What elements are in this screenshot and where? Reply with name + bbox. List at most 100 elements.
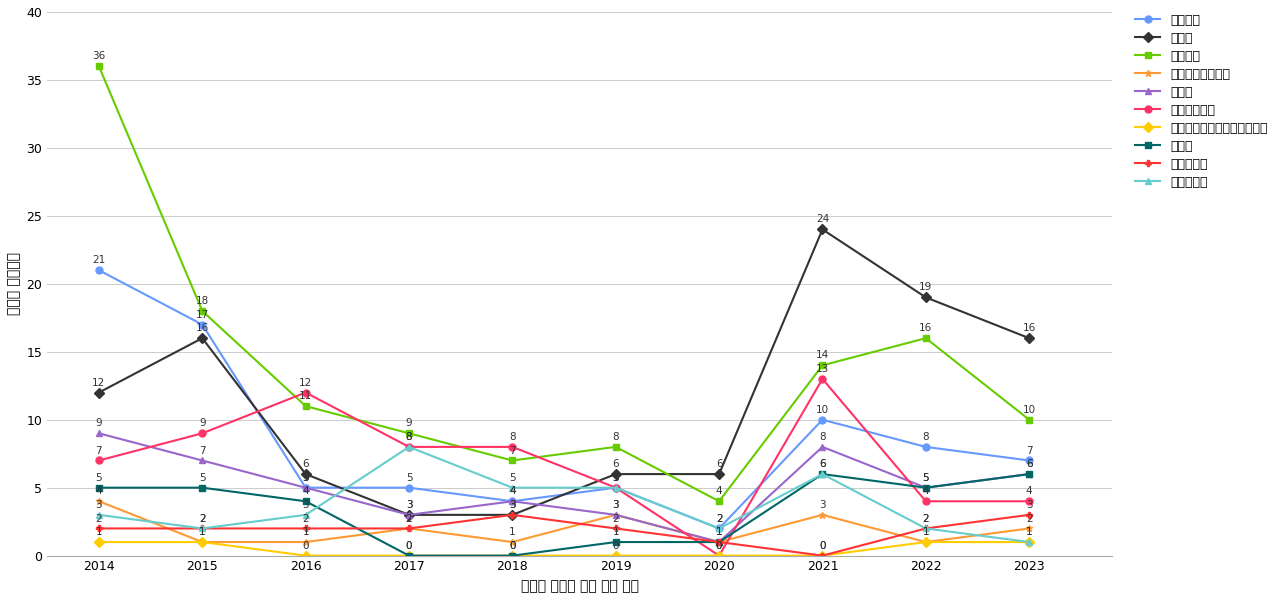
Text: 1: 1 — [716, 527, 722, 537]
Text: 17: 17 — [196, 310, 209, 320]
Text: 3: 3 — [819, 500, 826, 510]
테크윙 — [195, 335, 210, 342]
Text: 1: 1 — [923, 527, 929, 537]
Text: 12: 12 — [92, 377, 105, 388]
제이티 — [712, 538, 727, 545]
도쿄엘렉트론가부시키가이사 — [712, 552, 727, 559]
세메스 — [402, 511, 417, 518]
Text: 14: 14 — [815, 350, 829, 361]
Text: 6: 6 — [612, 459, 620, 469]
Text: 3: 3 — [612, 500, 620, 510]
Text: 1: 1 — [1025, 527, 1033, 537]
Text: 4: 4 — [509, 487, 516, 496]
아도반테스토 — [918, 497, 933, 505]
아도반테스토 — [712, 552, 727, 559]
Text: 0: 0 — [406, 541, 412, 551]
Text: 7: 7 — [198, 446, 206, 455]
세메스 — [91, 430, 106, 437]
에스케이하이닉스 — [608, 511, 623, 518]
Text: 16: 16 — [1023, 323, 1036, 333]
오킨스전자 — [608, 484, 623, 491]
Text: 7: 7 — [96, 446, 102, 455]
Text: 4: 4 — [923, 487, 929, 496]
Text: 3: 3 — [96, 500, 102, 510]
Text: 6: 6 — [1025, 459, 1033, 469]
Text: 3: 3 — [406, 500, 412, 510]
Text: 0: 0 — [406, 541, 412, 551]
제이티 — [815, 470, 831, 478]
Text: 3: 3 — [406, 500, 412, 510]
Text: 5: 5 — [923, 473, 929, 483]
아도반테스토 — [402, 443, 417, 451]
미래산업 — [298, 403, 314, 410]
Text: 11: 11 — [300, 391, 312, 401]
오킨스전자 — [91, 511, 106, 518]
Text: 0: 0 — [302, 541, 308, 551]
Text: 0: 0 — [819, 541, 826, 551]
에스케이하이닉스 — [918, 538, 933, 545]
Text: 7: 7 — [509, 446, 516, 455]
아이에스시 — [1021, 511, 1037, 518]
아도반테스토 — [815, 376, 831, 383]
Text: 1: 1 — [302, 527, 308, 537]
아도반테스토 — [298, 389, 314, 396]
Text: 18: 18 — [196, 296, 209, 306]
오킨스전자 — [402, 443, 417, 451]
도쿄엘렉트론가부시키가이사 — [91, 538, 106, 545]
Text: 4: 4 — [302, 487, 308, 496]
도쿄엘렉트론가부시키가이사 — [1021, 538, 1037, 545]
테크윙 — [1021, 335, 1037, 342]
에스케이하이닉스 — [195, 538, 210, 545]
오킨스전자 — [195, 525, 210, 532]
Text: 3: 3 — [509, 500, 516, 510]
Text: 1: 1 — [509, 527, 516, 537]
Text: 5: 5 — [612, 473, 620, 483]
Line: 미래산업: 미래산업 — [96, 63, 1033, 505]
Text: 4: 4 — [716, 487, 722, 496]
세메스 — [298, 484, 314, 491]
Text: 9: 9 — [198, 418, 206, 428]
Text: 21: 21 — [92, 255, 105, 265]
Text: 5: 5 — [302, 473, 308, 483]
Text: 4: 4 — [509, 487, 516, 496]
오킨스전자 — [918, 525, 933, 532]
Text: 2: 2 — [198, 514, 206, 524]
아이에스시 — [712, 538, 727, 545]
미래산업 — [712, 497, 727, 505]
Y-axis label: 심사관 피인용수: 심사관 피인용수 — [6, 252, 20, 315]
세메스 — [815, 443, 831, 451]
테크윙 — [402, 511, 417, 518]
Text: 0: 0 — [509, 541, 516, 551]
Text: 2: 2 — [198, 514, 206, 524]
미래산업 — [815, 362, 831, 369]
제이티 — [608, 538, 623, 545]
세메스 — [195, 457, 210, 464]
제이티 — [1021, 470, 1037, 478]
아이에스시 — [402, 525, 417, 532]
Text: 8: 8 — [612, 432, 620, 442]
도쿄엘렉트론가부시키가이사 — [504, 552, 520, 559]
Text: 2: 2 — [923, 514, 929, 524]
Text: 1: 1 — [1025, 527, 1033, 537]
Text: 5: 5 — [923, 473, 929, 483]
Text: 16: 16 — [196, 323, 209, 333]
Text: 5: 5 — [302, 473, 308, 483]
아도반테스토 — [608, 484, 623, 491]
Text: 8: 8 — [406, 432, 412, 442]
Text: 3: 3 — [302, 500, 308, 510]
테크윙 — [504, 511, 520, 518]
Legend: 삼성전자, 테크윙, 미래산업, 에스케이하이닉스, 세메스, 아도반테스토, 도쿄엘렉트론가부시키가이사, 제이티, 아이에스시, 오킨스전자: 삼성전자, 테크윙, 미래산업, 에스케이하이닉스, 세메스, 아도반테스토, … — [1129, 7, 1274, 195]
도쿄엘렉트론가부시키가이사 — [918, 538, 933, 545]
에스케이하이닉스 — [402, 525, 417, 532]
Text: 5: 5 — [96, 473, 102, 483]
아이에스시 — [504, 511, 520, 518]
삼성전자 — [608, 484, 623, 491]
Text: 5: 5 — [612, 473, 620, 483]
미래산업 — [195, 307, 210, 314]
Text: 1: 1 — [612, 527, 620, 537]
Text: 3: 3 — [509, 500, 516, 510]
Text: 16: 16 — [919, 323, 932, 333]
미래산업 — [918, 335, 933, 342]
에스케이하이닉스 — [815, 511, 831, 518]
Text: 3: 3 — [612, 500, 620, 510]
